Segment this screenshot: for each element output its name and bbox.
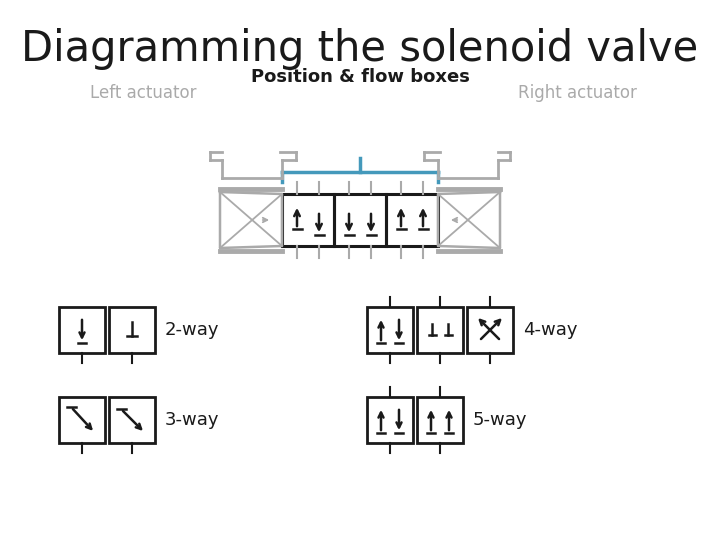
- Bar: [282, 194, 334, 246]
- Bar: [417, 307, 463, 353]
- Bar: [59, 307, 105, 353]
- Bar: [109, 307, 155, 353]
- Text: Right actuator: Right actuator: [518, 84, 636, 102]
- Text: 3-way: 3-way: [165, 411, 220, 429]
- Text: Diagramming the solenoid valve: Diagramming the solenoid valve: [22, 28, 698, 70]
- Text: 4-way: 4-way: [523, 321, 577, 339]
- Bar: [334, 194, 386, 246]
- Text: Position & flow boxes: Position & flow boxes: [251, 68, 469, 86]
- Bar: [386, 194, 438, 246]
- Bar: [467, 307, 513, 353]
- Text: 5-way: 5-way: [473, 411, 528, 429]
- Text: 2-way: 2-way: [165, 321, 220, 339]
- Bar: [417, 397, 463, 443]
- Bar: [367, 307, 413, 353]
- Bar: [367, 397, 413, 443]
- Bar: [59, 397, 105, 443]
- Text: Left actuator: Left actuator: [90, 84, 197, 102]
- Bar: [109, 397, 155, 443]
